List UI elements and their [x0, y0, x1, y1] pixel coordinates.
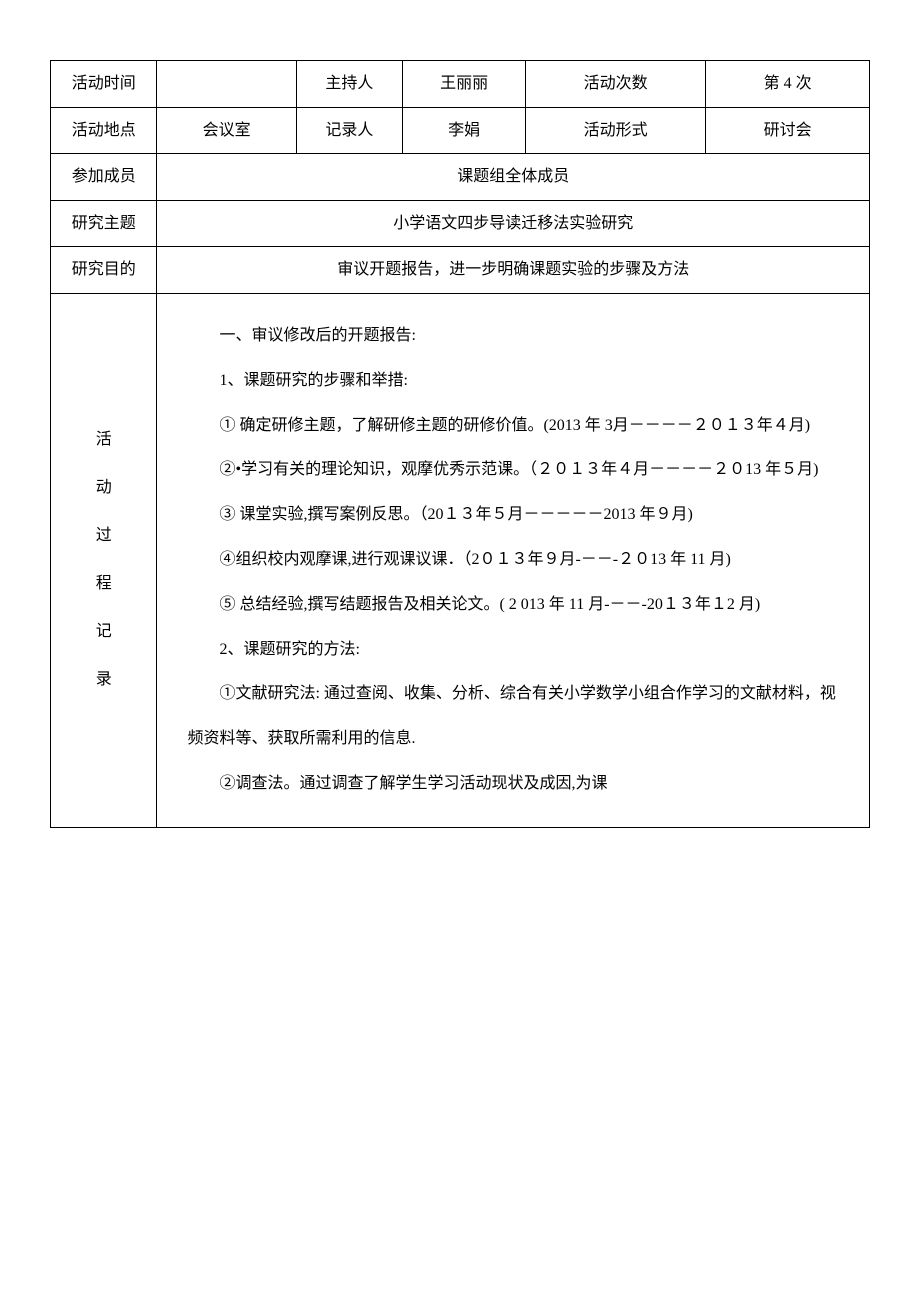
activity-form-label: 活动形式: [526, 107, 706, 154]
host-label: 主持人: [296, 61, 402, 108]
content-paragraph: 2、课题研究的方法:: [187, 628, 839, 673]
research-purpose-value: 审议开题报告，进一步明确课题实验的步骤及方法: [157, 247, 870, 294]
activity-process-content: 一、审议修改后的开题报告:1、课题研究的步骤和举措:① 确定研修主题，了解研修主…: [157, 293, 870, 827]
vertical-label-char: 过: [59, 512, 148, 560]
vertical-label-char: 活: [59, 416, 148, 464]
research-topic-value: 小学语文四步导读迁移法实验研究: [157, 200, 870, 247]
content-paragraph: ②•学习有关的理论知识，观摩优秀示范课。（２０１３年４月－－－－２０13 年５月…: [187, 448, 839, 493]
content-paragraph: 一、审议修改后的开题报告:: [187, 314, 839, 359]
table-row: 活动地点 会议室 记录人 李娟 活动形式 研讨会: [51, 107, 870, 154]
table-row: 研究主题 小学语文四步导读迁移法实验研究: [51, 200, 870, 247]
vertical-label-char: 程: [59, 560, 148, 608]
table-row: 活动时间 主持人 王丽丽 活动次数 第 4 次: [51, 61, 870, 108]
research-purpose-label: 研究目的: [51, 247, 157, 294]
activity-count-label: 活动次数: [526, 61, 706, 108]
participants-value: 课题组全体成员: [157, 154, 870, 201]
content-paragraph: ① 确定研修主题，了解研修主题的研修价值。(2013 年 3月－－－－２０１３年…: [187, 404, 839, 449]
activity-location-value: 会议室: [157, 107, 296, 154]
activity-count-value: 第 4 次: [706, 61, 870, 108]
vertical-label-char: 记: [59, 608, 148, 656]
research-topic-label: 研究主题: [51, 200, 157, 247]
content-paragraph: ③ 课堂实验,撰写案例反思。（20１３年５月－－－－－2013 年９月): [187, 493, 839, 538]
content-paragraph: ②调查法。通过调查了解学生学习活动现状及成因,为课: [187, 762, 839, 807]
vertical-label-char: 录: [59, 656, 148, 704]
content-paragraph: 1、课题研究的步骤和举措:: [187, 359, 839, 404]
activity-process-record-label: 活动过程记录: [51, 293, 157, 827]
content-paragraph: ④组织校内观摩课,进行观课议课．（2０１３年９月-－－-２０13 年 11 月): [187, 538, 839, 583]
content-paragraph: ①文献研究法: 通过查阅、收集、分析、综合有关小学数学小组合作学习的文献材料，视…: [187, 672, 839, 762]
recorder-value: 李娟: [403, 107, 526, 154]
host-value: 王丽丽: [403, 61, 526, 108]
activity-location-label: 活动地点: [51, 107, 157, 154]
vertical-label-char: 动: [59, 464, 148, 512]
content-paragraph: ⑤ 总结经验,撰写结题报告及相关论文。( 2 013 年 11 月-－－-20１…: [187, 583, 839, 628]
table-row: 活动过程记录 一、审议修改后的开题报告:1、课题研究的步骤和举措:① 确定研修主…: [51, 293, 870, 827]
recorder-label: 记录人: [296, 107, 402, 154]
table-row: 参加成员 课题组全体成员: [51, 154, 870, 201]
activity-time-value: [157, 61, 296, 108]
activity-record-table: 活动时间 主持人 王丽丽 活动次数 第 4 次 活动地点 会议室 记录人 李娟 …: [50, 60, 870, 828]
participants-label: 参加成员: [51, 154, 157, 201]
table-row: 研究目的 审议开题报告，进一步明确课题实验的步骤及方法: [51, 247, 870, 294]
activity-time-label: 活动时间: [51, 61, 157, 108]
activity-form-value: 研讨会: [706, 107, 870, 154]
